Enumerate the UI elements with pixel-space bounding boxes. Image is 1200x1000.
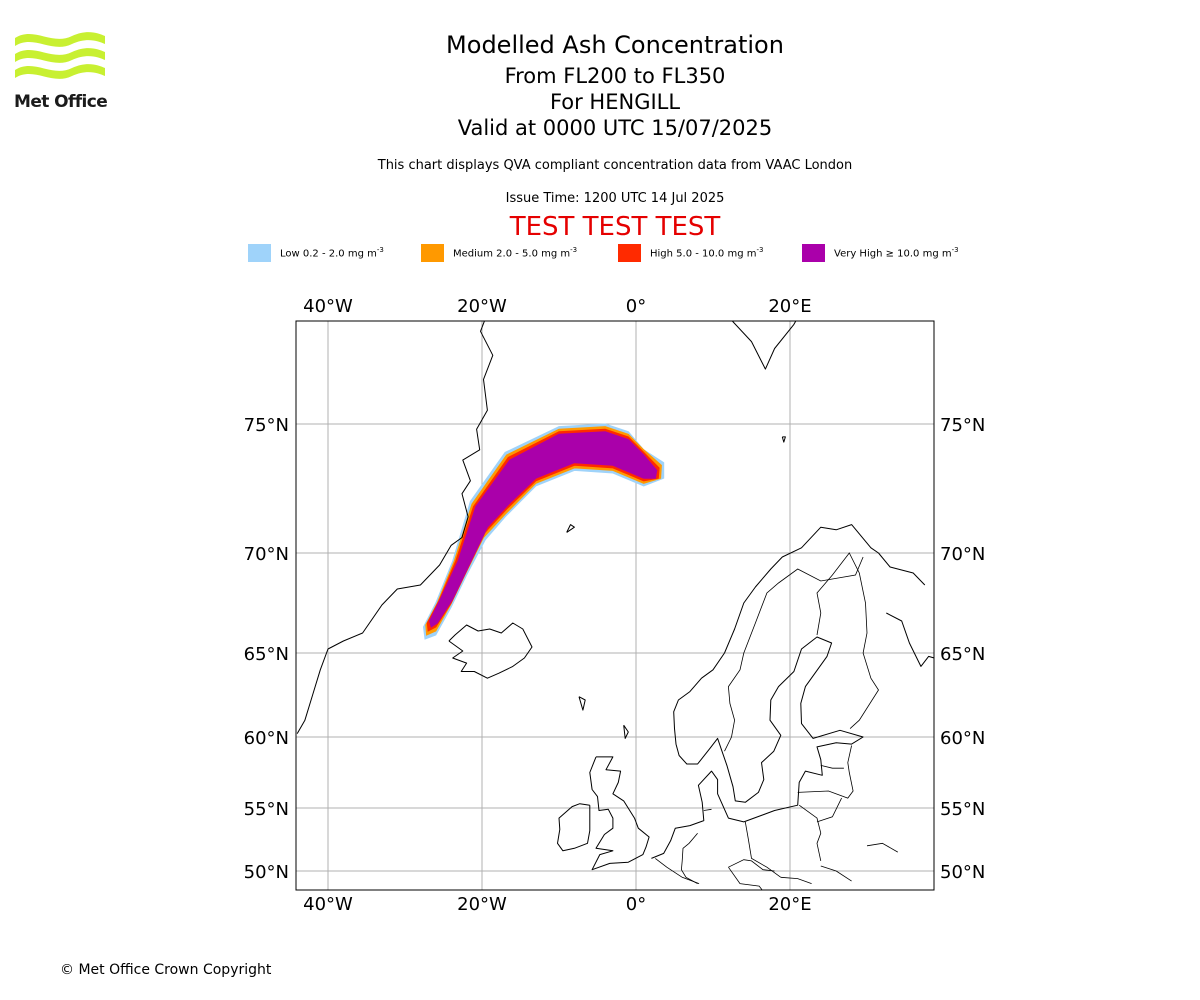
coastline [589, 756, 650, 871]
lon-tick-label-top: 0° [626, 296, 646, 317]
coastline [781, 436, 786, 443]
issue-time: Issue Time: 1200 UTC 14 Jul 2025 [505, 191, 725, 206]
ash-plume-very-high [429, 431, 658, 628]
lat-tick-label-left: 65°N [244, 644, 289, 665]
test-banner: TEST TEST TEST [509, 212, 721, 242]
coastline [651, 524, 926, 859]
country-border [655, 858, 700, 884]
coastline [578, 696, 586, 711]
chart-title: Modelled Ash Concentration [446, 31, 784, 59]
country-border [820, 765, 844, 769]
legend-label-medium: Medium 2.0 - 5.0 mg m-3 [453, 246, 578, 260]
lat-tick-label-right: 65°N [940, 644, 985, 665]
valid-time: Valid at 0000 UTC 15/07/2025 [457, 116, 773, 140]
country-border [728, 866, 763, 890]
lat-tick-label-right: 70°N [940, 544, 985, 565]
country-border [816, 797, 842, 823]
country-border [680, 832, 698, 884]
lon-tick-label-bottom: 20°E [768, 894, 811, 915]
country-border [797, 745, 854, 799]
coastline [731, 321, 797, 370]
legend-item-very-high: Very High ≥ 10.0 mg m-3 [802, 244, 959, 262]
coastline [557, 803, 591, 852]
country-border [866, 842, 898, 853]
legend-label-very-high: Very High ≥ 10.0 mg m-3 [834, 246, 959, 260]
chart-subtitle: This chart displays QVA compliant concen… [377, 158, 853, 173]
lat-tick-label-left: 50°N [244, 862, 289, 883]
country-border [820, 865, 852, 882]
legend: Low 0.2 - 2.0 mg m-3 Medium 2.0 - 5.0 mg… [0, 244, 1200, 264]
lon-tick-label-bottom: 0° [626, 894, 646, 915]
legend-item-medium: Medium 2.0 - 5.0 mg m-3 [421, 244, 577, 262]
coastline [448, 622, 533, 679]
map-layers [296, 321, 934, 890]
copyright: © Met Office Crown Copyright [60, 962, 272, 978]
lat-tick-label-right: 60°N [940, 728, 985, 749]
country-border [728, 859, 775, 872]
legend-swatch-low [248, 244, 271, 262]
legend-swatch-very-high [802, 244, 825, 262]
country-border [798, 804, 822, 861]
lon-tick-label-top: 20°W [457, 296, 507, 317]
lat-tick-label-right: 55°N [940, 799, 985, 820]
lat-tick-label-left: 70°N [244, 544, 289, 565]
country-border [780, 876, 812, 884]
lon-tick-label-bottom: 20°W [457, 894, 507, 915]
volcano-name: For HENGILL [549, 90, 681, 114]
lon-tick-label-top: 20°E [768, 296, 811, 317]
legend-item-high: High 5.0 - 10.0 mg m-3 [618, 244, 763, 262]
country-border [816, 552, 879, 729]
country-border [744, 821, 782, 878]
country-border [703, 808, 712, 811]
logo-text: Met Office [14, 92, 108, 112]
map-frame [295, 320, 935, 891]
legend-swatch-medium [421, 244, 444, 262]
country-border [724, 556, 864, 752]
coastline [566, 524, 575, 533]
lat-tick-label-right: 50°N [940, 862, 985, 883]
legend-swatch-high [618, 244, 641, 262]
lat-tick-label-left: 60°N [244, 728, 289, 749]
lat-tick-label-right: 75°N [940, 415, 985, 436]
coastline [623, 724, 629, 739]
lat-tick-label-left: 75°N [244, 415, 289, 436]
legend-item-low: Low 0.2 - 2.0 mg m-3 [248, 244, 384, 262]
legend-label-low: Low 0.2 - 2.0 mg m-3 [280, 246, 384, 260]
lon-tick-label-bottom: 40°W [303, 894, 353, 915]
met-office-logo-icon [15, 32, 105, 79]
legend-label-high: High 5.0 - 10.0 mg m-3 [650, 246, 764, 260]
lon-tick-label-top: 40°W [303, 296, 353, 317]
coastline [296, 321, 494, 734]
flight-level-range: From FL200 to FL350 [504, 64, 726, 88]
lat-tick-label-left: 55°N [244, 799, 289, 820]
coastline [886, 612, 934, 667]
